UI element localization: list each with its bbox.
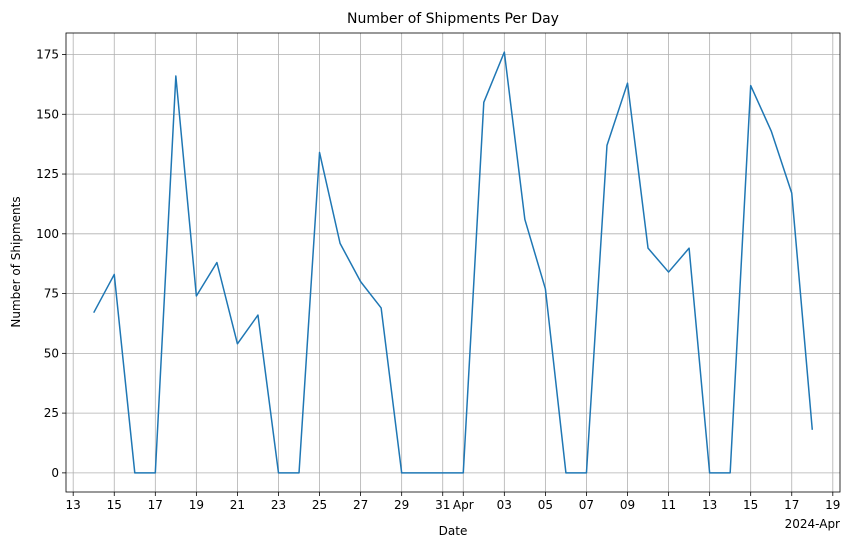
data-point xyxy=(789,191,794,196)
x-tick-label: Apr xyxy=(453,498,474,512)
x-tick-label: 17 xyxy=(148,498,163,512)
data-point xyxy=(604,143,609,148)
chart-title: Number of Shipments Per Day xyxy=(347,11,559,27)
x-axis: 13 15 17 19 21 23 25 27 29 31 Apr 03 05 07 09 11 13 15 17 1… xyxy=(66,492,840,512)
data-point xyxy=(358,279,363,284)
x-tick-label: 13 xyxy=(66,498,81,512)
data-point xyxy=(379,305,384,310)
data-point xyxy=(646,246,651,251)
grid-lines xyxy=(66,33,840,492)
data-point xyxy=(214,260,219,265)
x-tick-label: 05 xyxy=(538,498,553,512)
y-tick-label: 125 xyxy=(36,167,59,181)
data-point xyxy=(810,427,815,432)
data-point xyxy=(132,470,137,475)
data-point xyxy=(481,100,486,105)
y-tick-label: 25 xyxy=(44,406,59,420)
x-tick-label: 07 xyxy=(579,498,594,512)
x-tick-label: 15 xyxy=(107,498,122,512)
x-tick-label: 27 xyxy=(353,498,368,512)
data-point xyxy=(420,470,425,475)
data-point xyxy=(748,83,753,88)
x-tick-label: 15 xyxy=(743,498,758,512)
data-point xyxy=(194,293,199,298)
data-point xyxy=(297,470,302,475)
data-point xyxy=(461,470,466,475)
data-point xyxy=(769,129,774,134)
data-point xyxy=(502,50,507,55)
data-point xyxy=(440,470,445,475)
x-tick-label: 09 xyxy=(620,498,635,512)
x-tick-label: 19 xyxy=(825,498,840,512)
data-point xyxy=(255,313,260,318)
x-tick-label: 29 xyxy=(394,498,409,512)
x-axis-offset-label: 2024-Apr xyxy=(785,517,840,531)
y-tick-label: 100 xyxy=(36,227,59,241)
y-tick-label: 150 xyxy=(36,107,59,121)
x-tick-label: 21 xyxy=(230,498,245,512)
x-tick-label: 19 xyxy=(189,498,204,512)
data-point xyxy=(728,470,733,475)
data-point xyxy=(235,341,240,346)
series-group xyxy=(91,50,815,475)
plot-frame xyxy=(65,32,841,493)
data-point xyxy=(666,270,671,275)
y-tick-label: 175 xyxy=(36,48,59,62)
y-tick-label: 0 xyxy=(51,466,59,480)
data-point xyxy=(543,286,548,291)
y-tick-label: 50 xyxy=(44,346,59,360)
data-point xyxy=(173,74,178,79)
series-line xyxy=(93,51,814,474)
data-point xyxy=(584,470,589,475)
x-tick-label: 03 xyxy=(497,498,512,512)
x-tick-label: 17 xyxy=(784,498,799,512)
data-point xyxy=(522,217,527,222)
x-tick-label: 23 xyxy=(271,498,286,512)
x-tick-label: 31 xyxy=(435,498,450,512)
data-point xyxy=(399,470,404,475)
data-point xyxy=(338,241,343,246)
data-point xyxy=(707,470,712,475)
x-tick-label: 11 xyxy=(661,498,676,512)
data-point xyxy=(563,470,568,475)
x-tick-label: 13 xyxy=(702,498,717,512)
data-point xyxy=(625,81,630,86)
y-tick-label: 75 xyxy=(44,287,59,301)
data-point xyxy=(91,310,96,315)
y-axis-label: Number of Shipments xyxy=(9,196,23,327)
data-point xyxy=(687,246,692,251)
data-point xyxy=(153,470,158,475)
data-point xyxy=(112,272,117,277)
x-tick-label: 25 xyxy=(312,498,327,512)
data-point xyxy=(317,150,322,155)
data-point xyxy=(276,470,281,475)
y-axis: 0 25 50 75 100 125 150 175 xyxy=(36,48,66,480)
x-axis-label: Date xyxy=(439,524,468,538)
